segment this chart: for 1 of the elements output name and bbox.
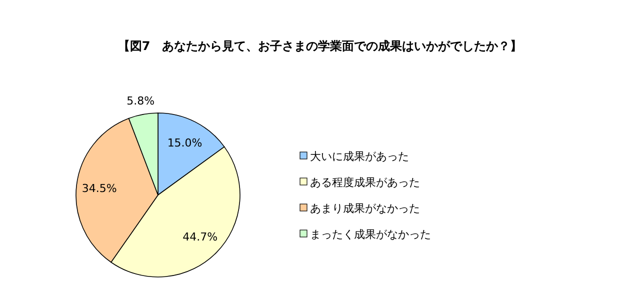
title: 【図7 あなたから見て、お子さまの学業面での成果はいかがでしたか？】 xyxy=(118,39,522,53)
